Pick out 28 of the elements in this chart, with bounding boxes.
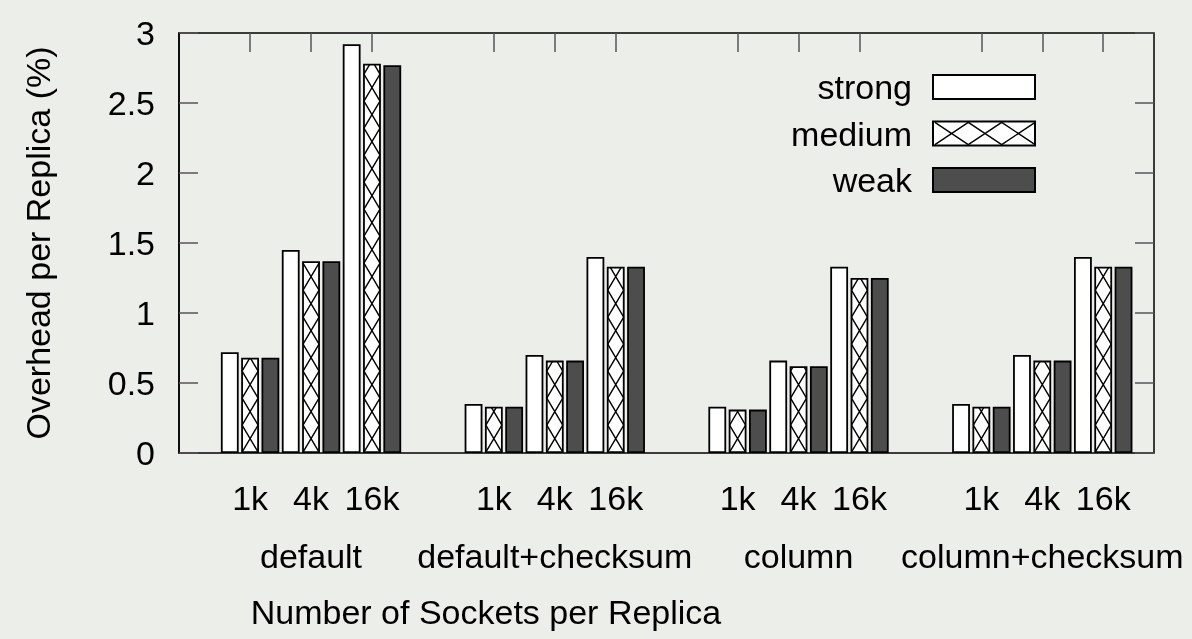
y-tick-label: 2 [136,154,155,192]
y-tick-label: 2.5 [107,84,155,122]
x-tick-label: 16k [832,479,888,517]
text: column [743,537,854,575]
text: default [259,537,363,575]
y-tick-label: 0 [136,434,155,472]
text: default+checksum [417,537,693,575]
x-tick-label: 4k [293,479,330,517]
text: column+checksum [901,537,1184,575]
x-tick-label: 16k [344,479,401,517]
y-tick-label: 1.5 [107,224,155,262]
y-tick-label: 1 [136,294,155,332]
x-tick-label: 4k [536,479,574,517]
x-tick-label: 4k [1024,479,1062,517]
x-tick-label: 4k [780,479,818,517]
x-tick-label: 1k [232,479,270,517]
legend-label: weak [831,161,913,199]
x-tick-label: 1k [719,479,757,517]
x-tick-label: 1k [475,479,513,517]
legend-label: medium [791,114,912,153]
y-tick-label: 0.5 [107,364,155,402]
x-tick-label: 1k [963,479,1001,517]
y-axis-title: Overhead per Replica (%) [19,46,57,440]
legend-label: strong [817,68,912,106]
x-axis-title: Number of Sockets per Replica [250,593,722,631]
x-tick-label: 16k [588,479,645,517]
y-tick-label: 3 [136,14,155,52]
x-tick-label: 16k [1075,479,1132,517]
